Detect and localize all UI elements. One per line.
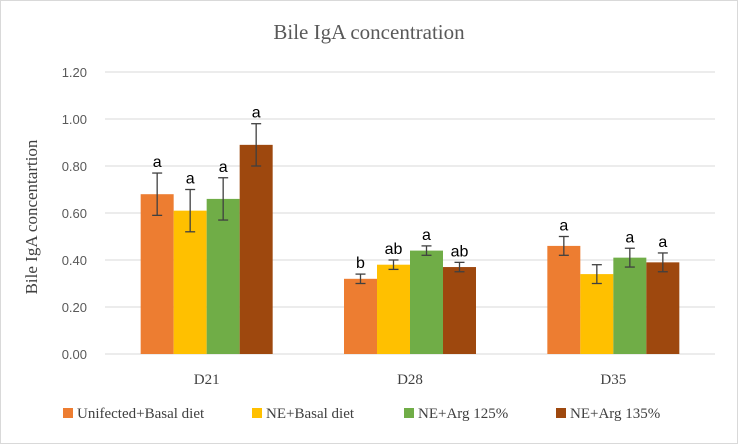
bar — [410, 250, 443, 354]
significance-label: a — [422, 227, 431, 244]
legend-swatch — [63, 408, 73, 418]
legend: Unifected+Basal diet NE+Basal diet NE+Arg … — [63, 406, 660, 422]
x-tick-label: D28 — [397, 372, 423, 388]
legend-swatch — [404, 408, 414, 418]
bar — [377, 264, 410, 354]
legend-label: NE+Basal diet — [266, 406, 355, 422]
significance-label: b — [356, 255, 365, 272]
x-tick-label: D21 — [194, 372, 220, 388]
y-tick-label: 1.20 — [62, 65, 87, 80]
bar — [443, 267, 476, 354]
bar — [140, 194, 174, 354]
y-tick-label: 0.20 — [62, 300, 87, 315]
legend-label: NE+Arg 135% — [570, 406, 660, 422]
significance-label: ab — [385, 241, 403, 258]
significance-label: a — [153, 154, 162, 171]
y-tick-label: 0.80 — [62, 159, 87, 174]
x-axis-ticks: D21 D28 D35 — [194, 372, 627, 388]
legend-label: Unifected+Basal diet — [77, 406, 205, 422]
bar — [613, 257, 647, 354]
x-tick-label: D35 — [600, 372, 626, 388]
bar — [206, 198, 240, 354]
legend-swatch — [252, 408, 262, 418]
legend-swatch — [556, 408, 566, 418]
significance-label: a — [625, 229, 634, 246]
bar — [646, 262, 680, 354]
y-axis-title: Bile IgA concentartion — [22, 139, 41, 294]
y-tick-label: 1.00 — [62, 112, 87, 127]
y-axis-ticks: 0.00 0.20 0.40 0.60 0.80 1.00 1.20 — [62, 65, 87, 362]
significance-label: ab — [451, 243, 469, 260]
bar — [239, 144, 273, 354]
legend-label: NE+Arg 125% — [418, 406, 508, 422]
significance-label: a — [186, 171, 195, 188]
significance-label: a — [219, 159, 228, 176]
significance-label: a — [559, 218, 568, 235]
bar — [580, 274, 614, 354]
y-tick-label: 0.60 — [62, 206, 87, 221]
bar — [344, 278, 377, 354]
bar — [547, 245, 581, 354]
chart-title: Bile IgA concentration — [273, 20, 465, 44]
significance-label: a — [658, 234, 667, 251]
significance-label: a — [252, 105, 261, 122]
y-tick-label: 0.00 — [62, 347, 87, 362]
bar — [173, 210, 207, 354]
y-tick-label: 0.40 — [62, 253, 87, 268]
